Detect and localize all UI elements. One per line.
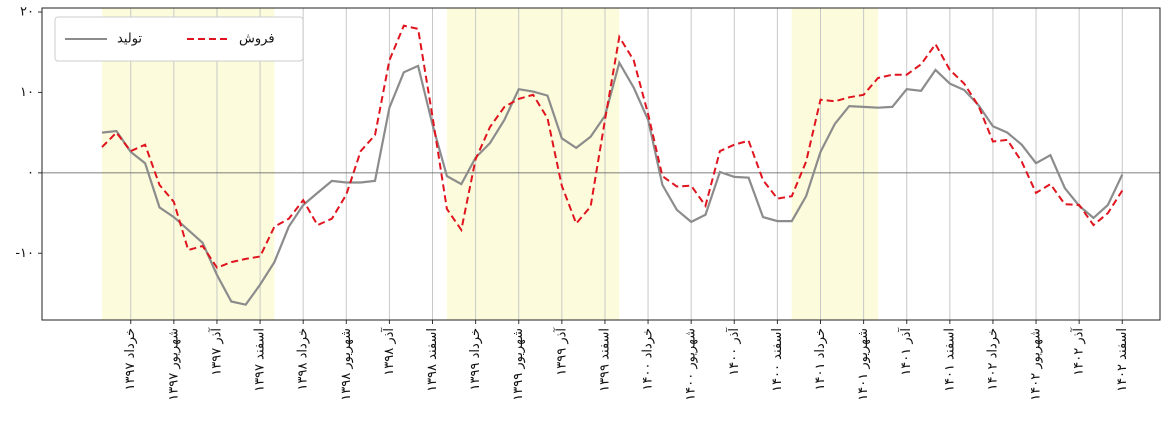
x-tick-label: اسفند ۱۴۰۲ — [1115, 328, 1130, 392]
x-tick-label: اسفند ۱۴۰۱ — [942, 328, 957, 392]
plot-frame — [41, 7, 1161, 321]
x-tick-label: خرداد ۱۴۰۲ — [985, 328, 1000, 390]
x-tick-label: اسفند ۱۳۹۸ — [425, 328, 440, 392]
x-tick-label: آذر ۱۳۹۷ — [207, 327, 224, 376]
legend-label: فروش — [239, 32, 275, 47]
x-tick-label: اسفند ۱۳۹۹ — [597, 328, 612, 392]
y-tick-label: ۲۰ — [20, 5, 34, 20]
x-tick-label: شهریور ۱۴۰۰ — [684, 328, 699, 401]
y-tick-label: -۱۰ — [15, 246, 34, 261]
x-tick-label: آذر ۱۴۰۲ — [1070, 327, 1087, 376]
x-tick-label: شهریور ۱۴۰۲ — [1029, 328, 1044, 401]
x-tick-label: خرداد ۱۳۹۸ — [296, 328, 311, 390]
x-tick-label: خرداد ۱۳۹۹ — [468, 328, 483, 390]
x-tick-label: خرداد ۱۴۰۱ — [813, 328, 828, 390]
x-tick-label: شهریور ۱۳۹۷ — [166, 328, 181, 401]
x-tick-label: شهریور ۱۳۹۸ — [339, 328, 354, 401]
series-line — [101, 59, 1124, 306]
x-tick-label: خرداد ۱۴۰۰ — [641, 328, 656, 390]
x-tick-label: اسفند ۱۴۰۰ — [770, 328, 785, 392]
x-tick-label: شهریور ۱۳۹۹ — [511, 328, 526, 401]
y-tick-label: ۰ — [27, 165, 34, 180]
x-tick-label: آذر ۱۴۰۱ — [897, 327, 914, 376]
legend: تولید فروش — [54, 16, 304, 62]
series-line — [101, 24, 1124, 269]
x-tick-label: آذر ۱۳۹۸ — [380, 327, 397, 376]
x-tick-label: اسفند ۱۳۹۷ — [253, 328, 268, 392]
x-tick-label: آذر ۱۳۹۹ — [552, 327, 569, 376]
legend-label: تولید — [117, 32, 142, 47]
x-tick-label: آذر ۱۴۰۰ — [725, 327, 742, 376]
x-tick-label: خرداد ۱۳۹۷ — [123, 328, 138, 390]
legend-box — [54, 16, 304, 62]
x-tick-label: شهریور ۱۴۰۱ — [856, 328, 871, 401]
y-tick-label: ۱۰ — [20, 85, 34, 100]
